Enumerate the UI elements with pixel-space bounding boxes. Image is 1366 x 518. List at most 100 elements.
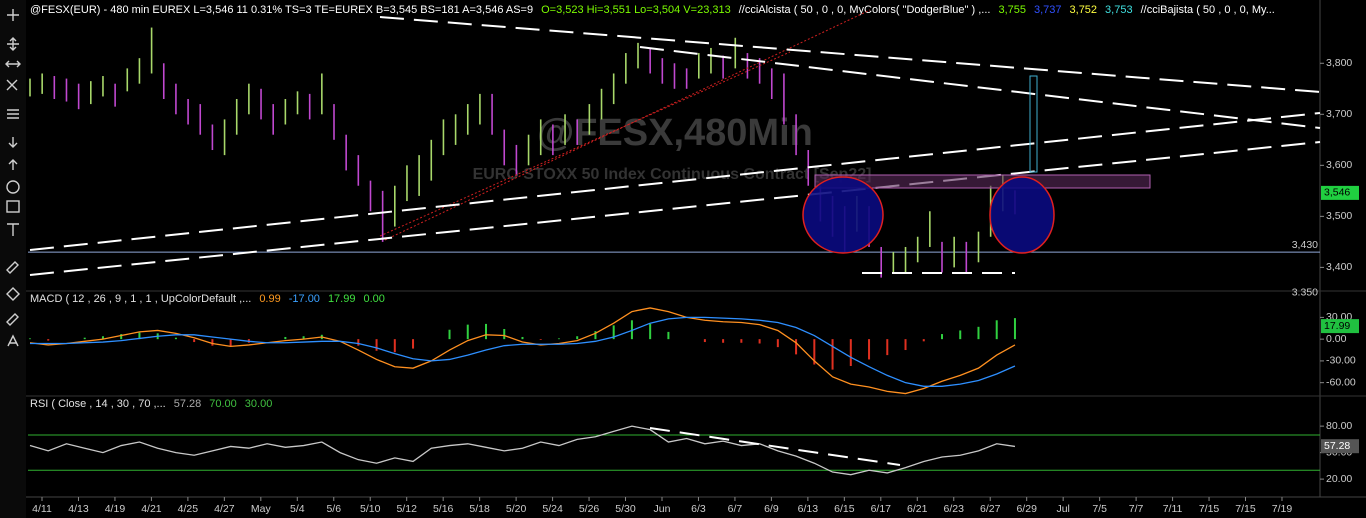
title-part: @FESX(EUR) - 480 min EUREX L=3,546 11 0.… — [30, 4, 533, 16]
x-tick-label: Jun — [654, 503, 671, 515]
indicator-line — [29, 307, 1016, 395]
x-tick-label: 6/9 — [764, 503, 779, 515]
histogram-bar — [138, 332, 141, 340]
up-tool[interactable] — [8, 159, 18, 170]
x-tick-label: Jul — [1056, 503, 1069, 515]
histogram-bar — [466, 324, 469, 340]
trend-line — [379, 51, 791, 237]
histogram-bar — [995, 320, 998, 340]
fib-tool[interactable] — [6, 287, 20, 301]
histogram-bar — [539, 339, 542, 340]
menu-tool[interactable] — [7, 109, 19, 119]
panel-title: RSI ( Close , 14 , 30 , 70 ,... 57.28 70.0… — [30, 398, 272, 410]
x-tick-label: 5/26 — [579, 503, 600, 515]
y-tick-label: 3,800 — [1326, 57, 1352, 69]
histogram-bar — [485, 323, 487, 340]
x-tick-label: 6/17 — [871, 503, 892, 515]
histogram-bar — [612, 325, 615, 340]
y-tick-label: 20.00 — [1326, 473, 1352, 485]
down-tool[interactable] — [8, 137, 18, 148]
watermark: @FESX,480Min — [537, 112, 813, 154]
highlight-ellipse — [989, 176, 1055, 254]
x-tick-label: 6/13 — [798, 503, 819, 515]
title-part: //cciAlcista ( 50 , 0 , 0, MyColors( "Do… — [739, 4, 991, 16]
last-value-label: 57.28 — [1324, 440, 1350, 452]
target-bar — [1029, 75, 1038, 173]
x-tick-label: 4/11 — [32, 503, 52, 515]
histogram-bar — [120, 334, 123, 340]
x-tick-label: 5/16 — [433, 503, 454, 515]
x-tick-label: 6/21 — [907, 503, 928, 515]
title-part: 3,737 — [1034, 4, 1062, 16]
histogram-bar — [302, 336, 305, 340]
histogram-bar — [521, 336, 524, 340]
x-tick-label: 6/23 — [944, 503, 965, 515]
indicator-line — [29, 425, 1016, 476]
x-tick-label: 5/10 — [360, 503, 381, 515]
brush-tool[interactable] — [6, 313, 19, 326]
annotation-tool[interactable] — [7, 334, 19, 347]
panel-title: MACD ( 12 , 26 , 9 , 1 , 1 , UpColorDefa… — [30, 293, 385, 305]
indicator-name: RSI ( Close , 14 , 30 , 70 ,... — [30, 398, 166, 410]
readout: 70.00 — [209, 398, 237, 410]
readout: 57.28 — [174, 398, 202, 410]
histogram-bar — [776, 339, 779, 348]
panel-title: @FESX(EUR) - 480 min EUREX L=3,546 11 0.… — [30, 4, 1275, 16]
frames — [26, 0, 1366, 498]
x-tick-label: 5/20 — [506, 503, 527, 515]
histogram-bar — [412, 339, 415, 349]
x-tick-label: 6/3 — [691, 503, 706, 515]
x-tick-label: 6/7 — [728, 503, 743, 515]
trend-line — [384, 9, 871, 241]
last-value-box — [1321, 439, 1359, 454]
x-tick-label: 7/5 — [1092, 503, 1107, 515]
histogram-bar — [758, 339, 761, 344]
pencil-tool[interactable] — [6, 261, 19, 274]
x-tick-label: 5/6 — [326, 503, 341, 515]
circle-tool[interactable] — [6, 180, 20, 194]
histogram-bar — [630, 320, 633, 340]
last-value-label: 17.99 — [1324, 320, 1350, 332]
histogram-bar — [667, 331, 670, 340]
histogram-bar — [174, 337, 177, 340]
x-tick-label: 7/15 — [1235, 503, 1256, 515]
last-value-label: 3,546 — [1324, 187, 1350, 199]
x-tick-label: 5/12 — [396, 503, 417, 515]
toolbar — [0, 0, 26, 518]
x-tick-label: 5/18 — [469, 503, 490, 515]
x-tick-label: 4/19 — [105, 503, 126, 515]
histogram-bar — [193, 339, 196, 343]
x-tick-label: 7/11 — [1163, 503, 1183, 515]
trend-line — [639, 46, 1321, 129]
histogram-bar — [448, 329, 451, 340]
histogram-bar — [740, 339, 743, 343]
histogram-bar — [211, 339, 214, 346]
histogram-bar — [83, 337, 86, 340]
text-tool[interactable] — [7, 223, 19, 236]
readout: 0.99 — [259, 293, 280, 305]
readout: 30.00 — [245, 398, 273, 410]
x-tick-label: 4/25 — [178, 503, 199, 515]
resize-tool[interactable] — [5, 60, 21, 68]
x-tick-label: 6/27 — [980, 503, 1001, 515]
histogram-bar — [886, 339, 889, 356]
rect-tool[interactable] — [6, 200, 20, 213]
histogram-bar — [229, 339, 232, 347]
histogram-bar — [703, 339, 706, 343]
histogram-bar — [47, 339, 50, 341]
title-part: 3,755 — [998, 4, 1026, 16]
x-tick-label: 6/29 — [1016, 503, 1037, 515]
x-tick-label: 7/15 — [1199, 503, 1220, 515]
histogram-bar — [101, 336, 104, 340]
y-tick-label: -30.00 — [1326, 355, 1356, 367]
crosshair-tool[interactable] — [7, 9, 19, 21]
indicator-name: MACD ( 12 , 26 , 9 , 1 , 1 , UpColorDefa… — [30, 293, 251, 305]
x-tick-label: 4/27 — [214, 503, 235, 515]
y-tick-label: 80.00 — [1326, 420, 1352, 432]
y-tick-label: -60.00 — [1326, 376, 1356, 388]
drawings — [29, 9, 1321, 466]
line-tool[interactable] — [6, 79, 18, 91]
histogram-bar — [649, 323, 652, 340]
histogram-bar — [576, 336, 579, 340]
move-tool[interactable] — [7, 37, 19, 51]
